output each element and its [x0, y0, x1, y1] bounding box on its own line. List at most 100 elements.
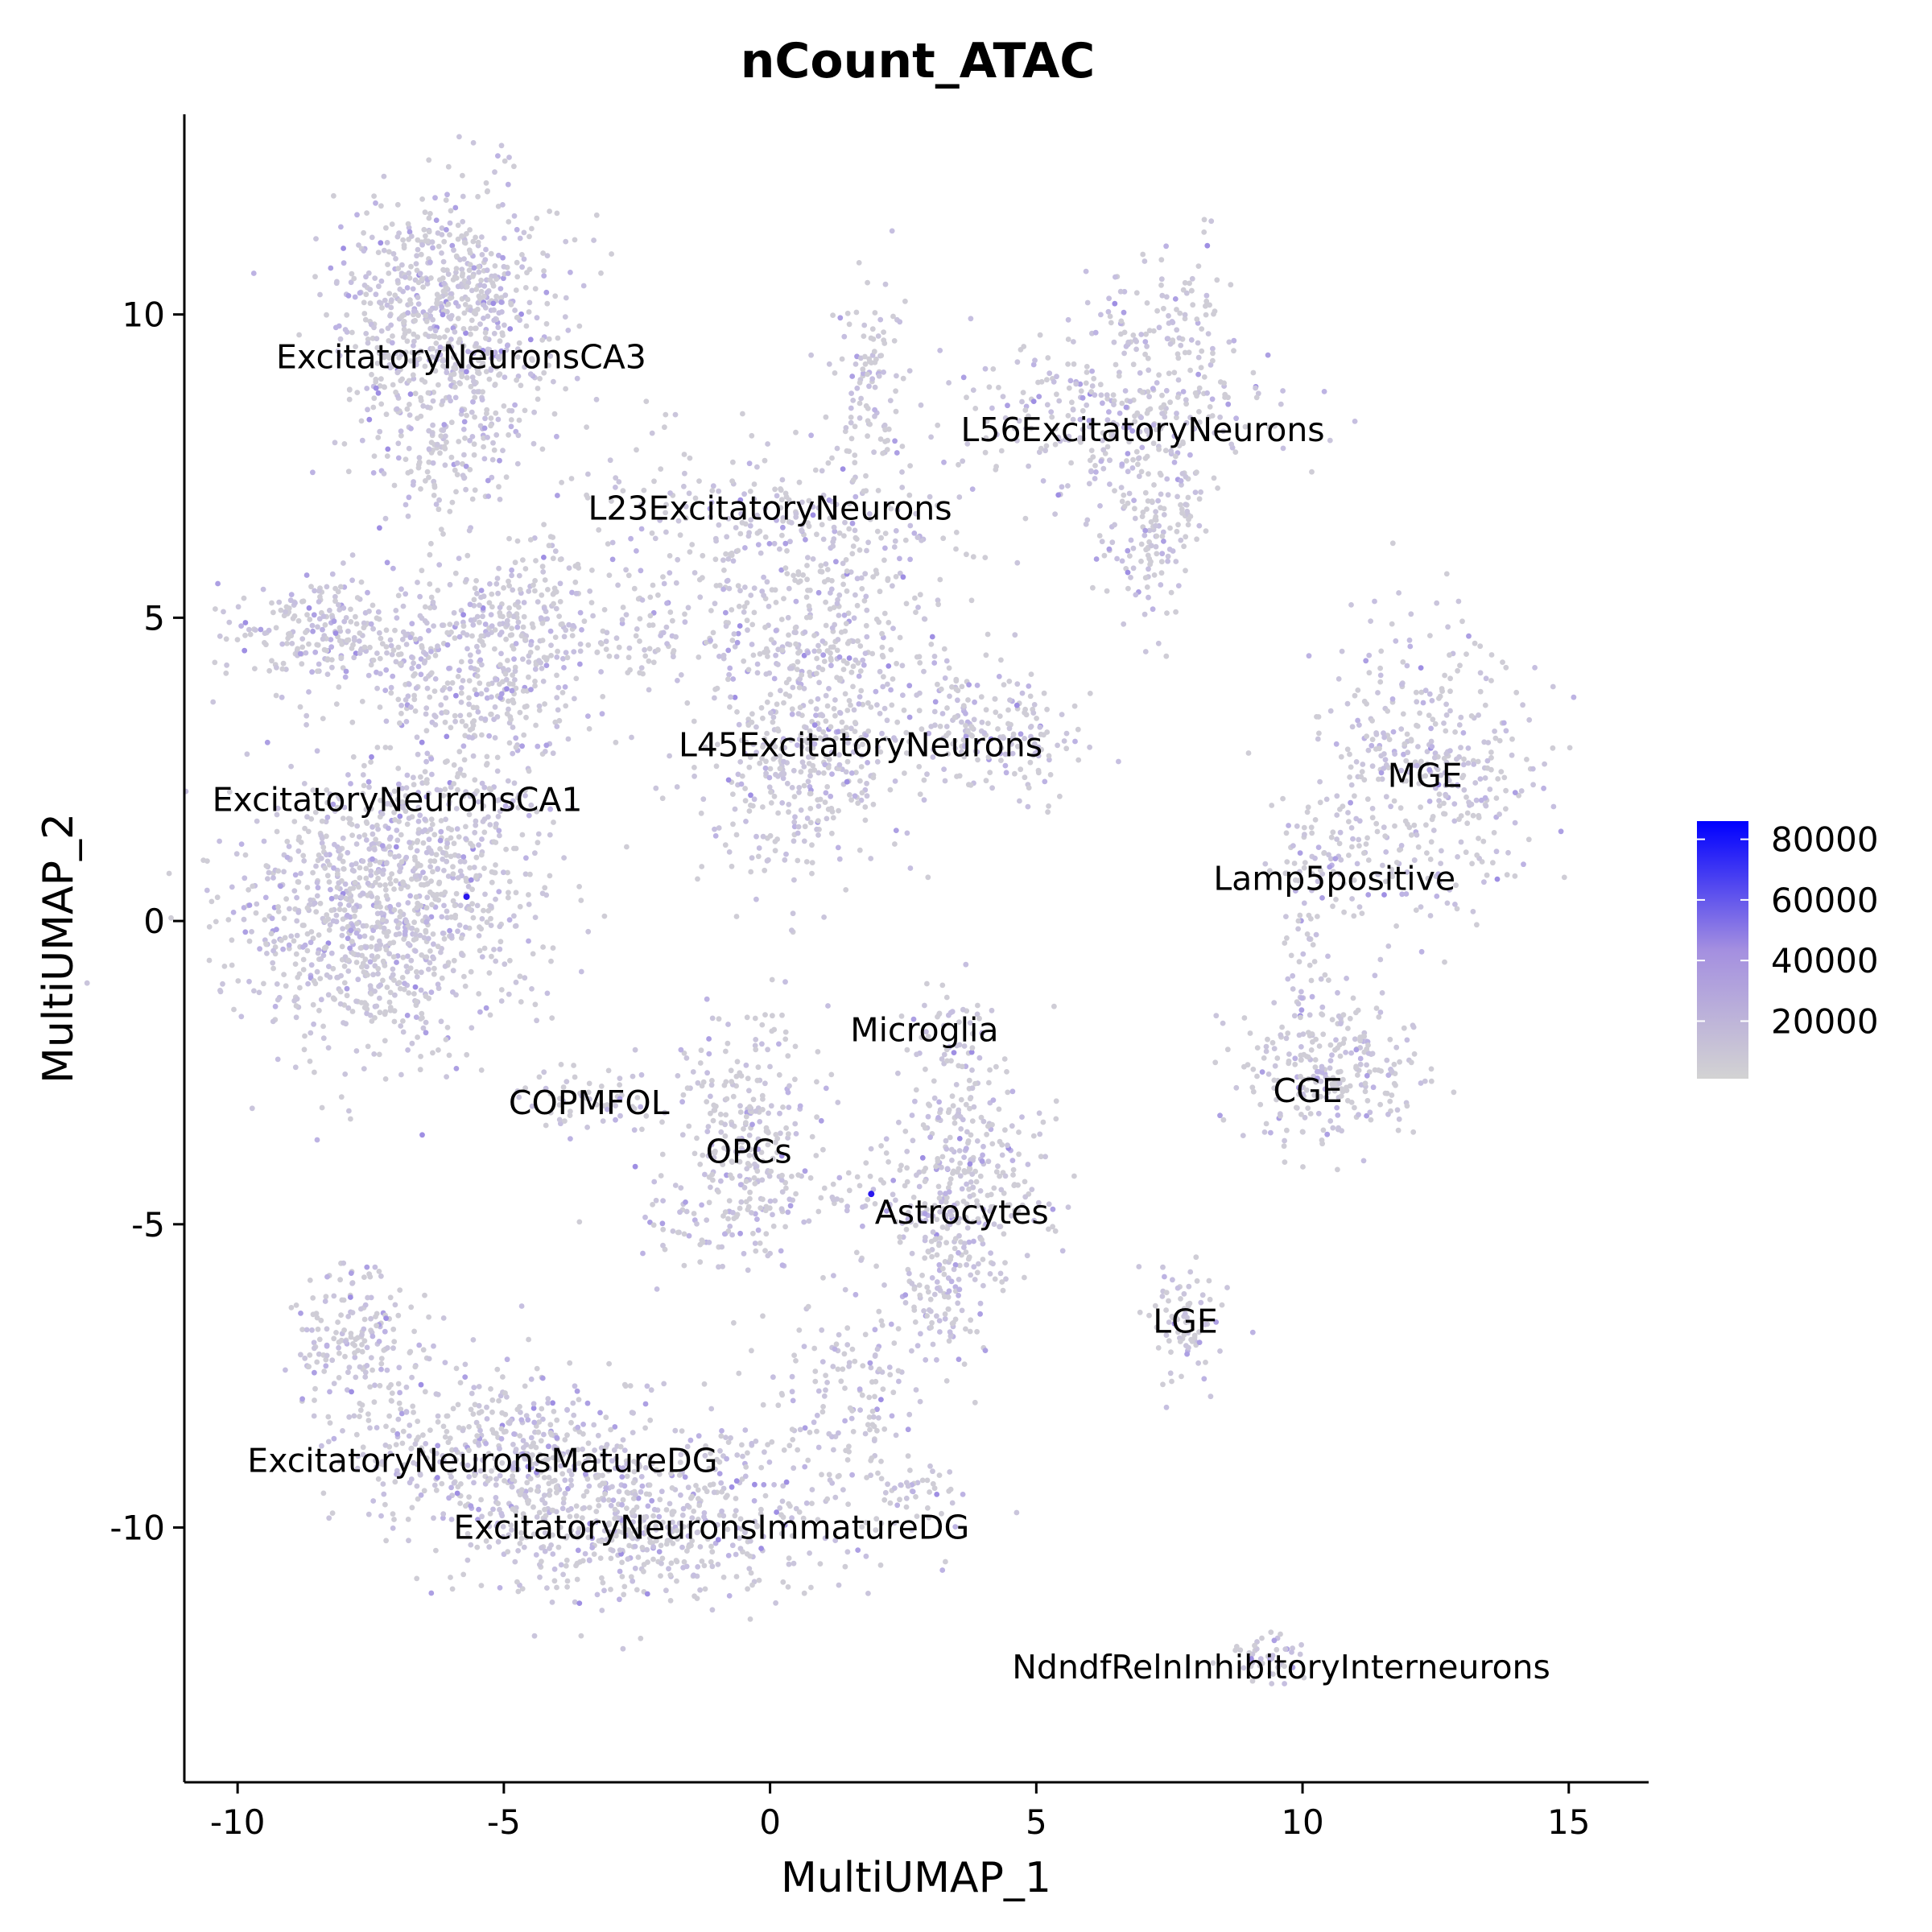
cell-point [792, 625, 799, 631]
cell-point [488, 903, 494, 910]
cell-point [397, 661, 403, 667]
cell-point [444, 327, 451, 333]
cell-point [444, 914, 450, 921]
cell-point [460, 743, 467, 749]
cell-point [1165, 553, 1171, 559]
cell-point [816, 648, 822, 654]
cell-point [229, 937, 235, 943]
cell-point [489, 623, 495, 630]
cell-point [367, 959, 374, 965]
cell-point [662, 424, 667, 431]
cell-point [308, 962, 315, 968]
cell-point [378, 240, 384, 246]
cell-point [867, 421, 873, 427]
cell-point [314, 893, 320, 899]
cell-point [802, 629, 808, 635]
cell-point [484, 289, 490, 295]
cell-point [554, 654, 560, 660]
cell-point [807, 768, 814, 774]
cell-point [505, 181, 511, 188]
cell-point [535, 599, 541, 605]
cell-point [541, 268, 547, 274]
cell-point [1348, 764, 1354, 770]
cell-point [357, 290, 363, 296]
cell-point [924, 771, 930, 778]
cell-point [230, 910, 237, 915]
cell-point [547, 806, 553, 812]
cell-point [1518, 788, 1525, 794]
cell-point [451, 354, 456, 361]
cell-point [460, 326, 467, 332]
cell-point [406, 328, 412, 334]
cell-point [772, 848, 778, 854]
cell-point [1406, 637, 1413, 643]
cell-point [378, 942, 384, 947]
cell-point [675, 556, 681, 563]
cell-point [489, 604, 495, 610]
cell-point [1056, 398, 1063, 404]
cell-point [844, 568, 850, 574]
cell-point [444, 439, 449, 445]
cell-point [539, 592, 545, 598]
cell-point [369, 856, 375, 862]
cell-point [1122, 388, 1129, 394]
cell-point [497, 621, 503, 627]
cell-point [1141, 258, 1148, 264]
cell-point [401, 936, 407, 942]
cell-point [417, 593, 423, 600]
cell-point [448, 344, 455, 350]
cell-point [1093, 469, 1099, 475]
cell-point [395, 266, 402, 271]
cell-point [1253, 394, 1260, 401]
cell-point [443, 1037, 449, 1042]
cell-point [1231, 348, 1236, 354]
cell-point [533, 558, 539, 564]
cell-point [819, 667, 826, 673]
cell-point [447, 581, 453, 588]
cell-point [448, 724, 454, 731]
cell-point [369, 1018, 375, 1024]
cell-point [437, 277, 443, 283]
cell-point [368, 868, 374, 874]
cell-point [439, 225, 445, 231]
cell-point [893, 828, 899, 833]
cell-point [902, 770, 907, 776]
cell-point [674, 784, 680, 790]
cell-point [760, 804, 766, 810]
cell-point [522, 787, 528, 794]
cell-point [516, 340, 522, 346]
cell-point [828, 793, 834, 799]
cell-point [378, 328, 385, 334]
cell-point [758, 704, 765, 711]
cell-point [1104, 588, 1110, 594]
cell-point [1084, 369, 1090, 375]
cell-point [475, 366, 481, 373]
cell-point [411, 343, 416, 349]
cell-point [1130, 361, 1137, 368]
cell-point [407, 357, 414, 364]
cell-point [832, 712, 838, 719]
cell-point [345, 957, 352, 964]
cell-point [496, 372, 502, 378]
cell-point [375, 971, 381, 977]
cell-point [351, 654, 357, 661]
cell-point [1314, 714, 1319, 720]
cell-point [322, 865, 328, 871]
cell-point [1154, 380, 1160, 386]
cell-point [864, 780, 869, 786]
cell-point [1146, 471, 1151, 477]
cell-point [368, 806, 374, 812]
cell-point [946, 665, 952, 671]
cell-point [1150, 386, 1156, 391]
cell-point [1349, 724, 1356, 730]
cell-point [383, 225, 389, 231]
cell-point [839, 719, 845, 725]
cell-point [543, 289, 550, 295]
cell-point [258, 626, 264, 633]
cell-point [897, 555, 902, 562]
cell-point [966, 782, 972, 788]
cell-point [1022, 515, 1029, 522]
cell-point [861, 322, 868, 328]
cell-point [917, 791, 923, 797]
cell-point [532, 286, 539, 292]
